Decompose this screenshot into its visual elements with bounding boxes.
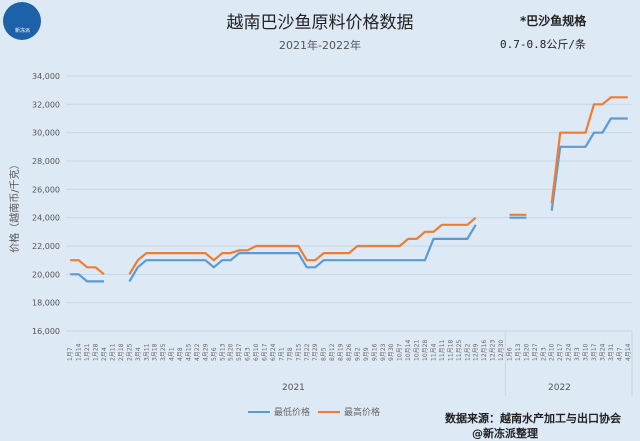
svg-text:2月17: 2月17	[557, 343, 564, 361]
svg-text:3月25: 3月25	[160, 343, 167, 361]
svg-text:12月16: 12月16	[481, 340, 488, 361]
svg-text:5月27: 5月27	[236, 343, 243, 361]
spec-label: *巴沙鱼规格	[520, 14, 587, 28]
svg-text:1月21: 1月21	[84, 343, 91, 361]
svg-text:9月9: 9月9	[363, 347, 370, 361]
svg-text:18,000: 18,000	[32, 299, 60, 308]
svg-text:1月14: 1月14	[76, 343, 83, 361]
svg-text:24,000: 24,000	[32, 214, 60, 223]
svg-text:3月10: 3月10	[583, 343, 590, 361]
svg-text:4月29: 4月29	[202, 343, 209, 361]
svg-text:7月22: 7月22	[304, 343, 311, 361]
svg-text:5月20: 5月20	[228, 343, 235, 361]
svg-text:8月19: 8月19	[338, 343, 345, 361]
spec-value: 0.7-0.8公斤/条	[500, 38, 586, 51]
svg-text:10月14: 10月14	[405, 340, 412, 361]
svg-text:10月7: 10月7	[397, 343, 404, 361]
legend: 最低价格 最高价格	[248, 405, 380, 418]
svg-text:2月25: 2月25	[126, 343, 133, 361]
svg-text:34,000: 34,000	[32, 72, 60, 81]
svg-text:2月24: 2月24	[566, 343, 573, 361]
svg-text:9月2: 9月2	[354, 347, 361, 361]
svg-text:8月5: 8月5	[321, 347, 328, 361]
svg-text:12月30: 12月30	[498, 340, 505, 361]
svg-text:10月21: 10月21	[414, 340, 421, 361]
svg-text:12月9: 12月9	[473, 343, 480, 361]
svg-text:10月28: 10月28	[422, 340, 429, 361]
svg-text:8月26: 8月26	[346, 343, 353, 361]
svg-text:1月7: 1月7	[67, 347, 74, 361]
svg-text:5月13: 5月13	[219, 343, 226, 361]
svg-text:3月3: 3月3	[574, 347, 581, 361]
svg-text:1月27: 1月27	[532, 343, 539, 361]
svg-text:5月6: 5月6	[211, 347, 218, 361]
svg-text:1月20: 1月20	[523, 343, 530, 361]
svg-text:3月24: 3月24	[599, 343, 606, 361]
svg-text:1月28: 1月28	[93, 343, 100, 361]
logo-text: 新冻派	[15, 28, 31, 34]
svg-text:3月18: 3月18	[152, 343, 159, 361]
svg-text:9月30: 9月30	[388, 343, 395, 361]
svg-text:6月3: 6月3	[245, 347, 252, 361]
svg-text:1月6: 1月6	[507, 347, 514, 361]
svg-text:26,000: 26,000	[32, 185, 60, 194]
svg-text:30,000: 30,000	[32, 129, 60, 138]
svg-text:3月31: 3月31	[608, 343, 615, 361]
svg-text:2月10: 2月10	[549, 343, 556, 361]
svg-text:12月23: 12月23	[490, 340, 497, 361]
svg-text:9月23: 9月23	[380, 343, 387, 361]
legend-low-label: 最低价格	[274, 408, 311, 418]
svg-text:4月14: 4月14	[625, 343, 632, 361]
svg-text:3月17: 3月17	[591, 343, 598, 361]
year-label-2022: 2022	[548, 383, 571, 393]
svg-text:2月11: 2月11	[109, 343, 116, 361]
svg-text:11月11: 11月11	[439, 340, 446, 361]
year-label-2021: 2021	[282, 383, 305, 393]
legend-high-swatch	[318, 410, 341, 413]
svg-text:11月18: 11月18	[447, 340, 454, 361]
svg-text:3月4: 3月4	[135, 347, 142, 361]
svg-text:16,000: 16,000	[32, 327, 60, 336]
svg-text:6月10: 6月10	[253, 343, 260, 361]
chart-title: 越南巴沙鱼原料价格数据	[226, 13, 414, 33]
svg-text:2月4: 2月4	[101, 347, 108, 361]
svg-text:11月4: 11月4	[430, 343, 437, 361]
svg-text:9月16: 9月16	[371, 343, 378, 361]
svg-text:7月29: 7月29	[312, 343, 319, 361]
legend-low-swatch	[248, 410, 270, 413]
svg-text:7月8: 7月8	[287, 347, 294, 361]
data-credit: @新冻派整理	[472, 427, 538, 440]
svg-text:12月2: 12月2	[464, 343, 471, 361]
svg-text:20,000: 20,000	[32, 270, 60, 279]
svg-text:8月12: 8月12	[329, 343, 336, 361]
svg-text:2月18: 2月18	[118, 343, 125, 361]
svg-text:1月13: 1月13	[515, 343, 522, 361]
svg-text:22,000: 22,000	[32, 242, 60, 251]
svg-text:2月3: 2月3	[540, 347, 547, 361]
svg-text:28,000: 28,000	[32, 157, 60, 166]
svg-text:7月15: 7月15	[295, 343, 302, 361]
svg-text:7月1: 7月1	[278, 347, 285, 361]
svg-text:4月22: 4月22	[194, 343, 201, 361]
chart-subtitle: 2021年-2022年	[279, 39, 361, 52]
svg-text:11月25: 11月25	[456, 340, 463, 361]
svg-text:3月11: 3月11	[143, 343, 150, 361]
data-source: 数据来源：越南水产加工与出口协会	[445, 412, 621, 425]
logo: 新冻派	[3, 2, 41, 40]
svg-text:32,000: 32,000	[32, 100, 60, 109]
svg-text:6月24: 6月24	[270, 343, 277, 361]
legend-high-label: 最高价格	[344, 408, 381, 418]
svg-text:4月8: 4月8	[177, 347, 184, 361]
svg-text:6月17: 6月17	[262, 343, 269, 361]
svg-text:4月15: 4月15	[185, 343, 192, 361]
svg-text:4月1: 4月1	[169, 347, 176, 361]
svg-text:4月7: 4月7	[616, 347, 623, 361]
